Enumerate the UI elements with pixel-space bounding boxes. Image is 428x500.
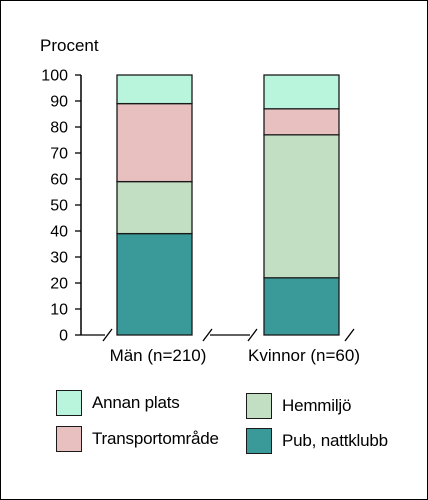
y-tick-label: 40 [50, 224, 68, 241]
bar-segment [263, 108, 340, 136]
y-tick-label: 0 [59, 328, 68, 345]
x-axis-break [102, 328, 113, 342]
x-axis-break [247, 328, 258, 342]
bar-segment [263, 134, 340, 279]
y-tick-label: 90 [50, 94, 68, 111]
bar-segment [263, 74, 340, 110]
y-tick-label: 80 [50, 120, 68, 137]
y-tick-label: 10 [50, 302, 68, 319]
y-tick-label: 60 [50, 172, 68, 189]
label-layer: Procent 0 10 20 30 40 50 60 70 80 90 100 Män (n=210)… [40, 36, 360, 365]
y-tick-label: 100 [41, 68, 68, 85]
x-category-label: Män (n=210) [110, 346, 207, 365]
y-tick-label: 50 [50, 198, 68, 215]
bar-segment [116, 74, 193, 105]
bar-segment [116, 180, 193, 235]
x-axis-break [202, 328, 213, 342]
y-tick-label: 70 [50, 146, 68, 163]
bar-segment [116, 102, 193, 183]
bar-segment [116, 232, 193, 336]
y-tick-label: 30 [50, 250, 68, 267]
bar-segment [263, 277, 340, 336]
x-category-label: Kvinnor (n=60) [248, 346, 360, 365]
axis-layer [75, 74, 355, 342]
bar-layer [116, 74, 340, 336]
y-axis-title: Procent [40, 36, 99, 55]
x-axis-break [344, 328, 355, 342]
y-tick-label: 20 [50, 276, 68, 293]
